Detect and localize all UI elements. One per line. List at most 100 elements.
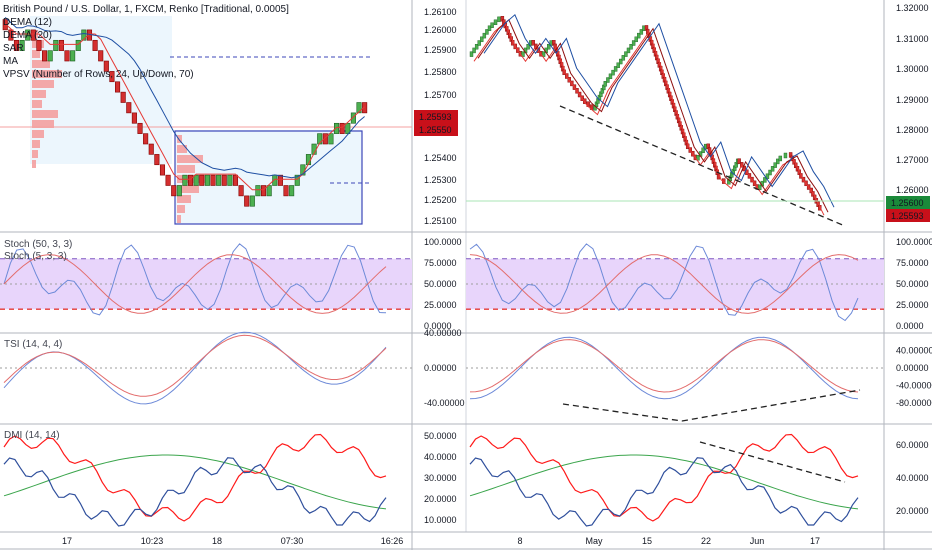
renko-brick-down xyxy=(109,71,115,83)
indicator-ma[interactable]: MA xyxy=(3,56,18,67)
volume-profile-box xyxy=(174,130,363,225)
volume-profile-bar xyxy=(177,135,182,143)
renko-brick-up xyxy=(204,174,210,186)
renko-brick-up xyxy=(783,152,788,159)
right-stoch-tick: 25.0000 xyxy=(896,300,929,310)
ma-line xyxy=(483,13,835,208)
renko-brick-down xyxy=(103,60,109,72)
volume-profile-bar xyxy=(32,160,36,168)
renko-brick-up xyxy=(487,25,492,31)
renko-brick-up xyxy=(626,47,631,54)
renko-brick-down xyxy=(165,174,171,186)
renko-brick-up xyxy=(294,174,300,186)
left-price-tick: 1.25100 xyxy=(424,216,457,226)
renko-brick-down xyxy=(13,39,20,51)
renko-brick-up xyxy=(639,29,644,35)
renko-brick-up xyxy=(493,19,498,25)
renko-brick-up xyxy=(472,47,476,54)
trendline-tsi xyxy=(681,389,861,422)
trendline-tsi xyxy=(562,403,683,422)
right-time-tick: 22 xyxy=(701,536,711,546)
renko-brick-up xyxy=(606,77,610,83)
volume-profile-bar xyxy=(177,195,191,203)
right-stoch-tick: 75.0000 xyxy=(896,258,929,268)
renko-brick-up xyxy=(480,36,484,43)
renko-brick-up xyxy=(613,66,618,72)
renko-brick-up xyxy=(289,185,295,197)
renko-brick-up xyxy=(497,16,501,23)
volume-profile-bar xyxy=(32,120,54,128)
indicator-vpsv[interactable]: VPSV (Number of Rows, 24, Up/Down, 70) xyxy=(3,69,194,80)
right-price-tick: 1.32000 xyxy=(896,3,929,13)
right-time-tick: 15 xyxy=(642,536,652,546)
volume-profile-bar xyxy=(32,130,44,138)
renko-brick-up xyxy=(474,44,479,50)
left-dmi-minus-di-line xyxy=(3,457,387,527)
right-dmi-minus-di-line xyxy=(469,457,859,527)
right-time-tick: Jun xyxy=(750,536,765,546)
price-tag-box xyxy=(414,110,458,123)
left-time-tick: 17 xyxy=(62,536,72,546)
volume-profile-bar xyxy=(177,215,181,223)
renko-brick-up xyxy=(773,162,777,168)
renko-brick-up xyxy=(356,102,362,114)
trendline-price xyxy=(559,105,846,227)
right-price-tick: 1.30000 xyxy=(896,64,929,74)
volume-profile-bar xyxy=(32,60,50,68)
left-price-tick: 1.25300 xyxy=(424,175,457,185)
renko-brick-up xyxy=(477,40,481,46)
right-price-tick: 1.27000 xyxy=(896,155,929,165)
right-stoch-tick: 100.0000 xyxy=(896,237,932,247)
renko-brick-down xyxy=(64,50,70,62)
left-price-tick: 1.25800 xyxy=(424,67,457,77)
left-stoch-tick: 100.0000 xyxy=(424,237,462,247)
renko-brick-up xyxy=(182,174,188,186)
stoch-title: Stoch (5, 3, 3) xyxy=(4,251,67,262)
left-dmi-tick: 40.0000 xyxy=(424,452,457,462)
dmi-title: DMI (14, 14) xyxy=(4,430,60,441)
symbol-title[interactable]: British Pound / U.S. Dollar, 1, FXCM, Re… xyxy=(3,4,289,15)
left-dmi-tick: 10.0000 xyxy=(424,515,457,525)
volume-profile-bar xyxy=(32,140,40,148)
renko-brick-down xyxy=(799,173,803,179)
indicator-sar[interactable]: SAR xyxy=(3,43,24,54)
price-tag-value: 1.25593 xyxy=(419,112,452,122)
renko-brick-up xyxy=(70,50,76,62)
renko-brick-up xyxy=(193,174,199,186)
volume-profile-bar xyxy=(32,150,38,158)
right-tsi-tick: -80.00000 xyxy=(896,398,932,408)
left-price-tick: 1.25400 xyxy=(424,153,457,163)
renko-brick-down xyxy=(221,174,227,186)
left-price-tick: 1.25700 xyxy=(424,90,457,100)
renko-brick-up xyxy=(624,51,628,57)
renko-brick-down xyxy=(98,50,104,62)
left-dmi-plus-di-line xyxy=(3,433,387,522)
price-tag-value: 1.25593 xyxy=(891,211,924,221)
renko-brick-down xyxy=(148,143,154,155)
renko-brick-up xyxy=(469,51,474,57)
dema-line xyxy=(473,21,825,216)
renko-brick-up xyxy=(490,22,494,28)
indicator-dema12[interactable]: DEMA (12) xyxy=(3,17,52,28)
renko-brick-down xyxy=(137,122,143,134)
renko-brick-up xyxy=(227,174,233,186)
renko-brick-up xyxy=(176,185,182,197)
renko-brick-up xyxy=(521,51,525,57)
renko-brick-up xyxy=(637,32,641,39)
renko-brick-up xyxy=(763,177,767,183)
indicator-dema20[interactable]: DEMA (20) xyxy=(3,30,52,41)
left-dmi-adx-line xyxy=(3,454,387,510)
renko-brick-down xyxy=(283,185,289,197)
volume-profile-bar xyxy=(32,90,46,98)
left-time-tick: 07:30 xyxy=(281,536,304,546)
renko-brick-down xyxy=(277,174,283,186)
symbol-legend: British Pound / U.S. Dollar, 1, FXCM, Re… xyxy=(3,3,289,81)
renko-brick-down xyxy=(531,40,535,46)
renko-brick-up xyxy=(768,169,772,176)
right-price-tick: 1.31000 xyxy=(896,34,929,44)
renko-brick-up xyxy=(621,55,626,61)
renko-brick-up xyxy=(547,44,551,50)
volume-profile-bar xyxy=(32,110,58,118)
renko-brick-up xyxy=(603,81,608,87)
